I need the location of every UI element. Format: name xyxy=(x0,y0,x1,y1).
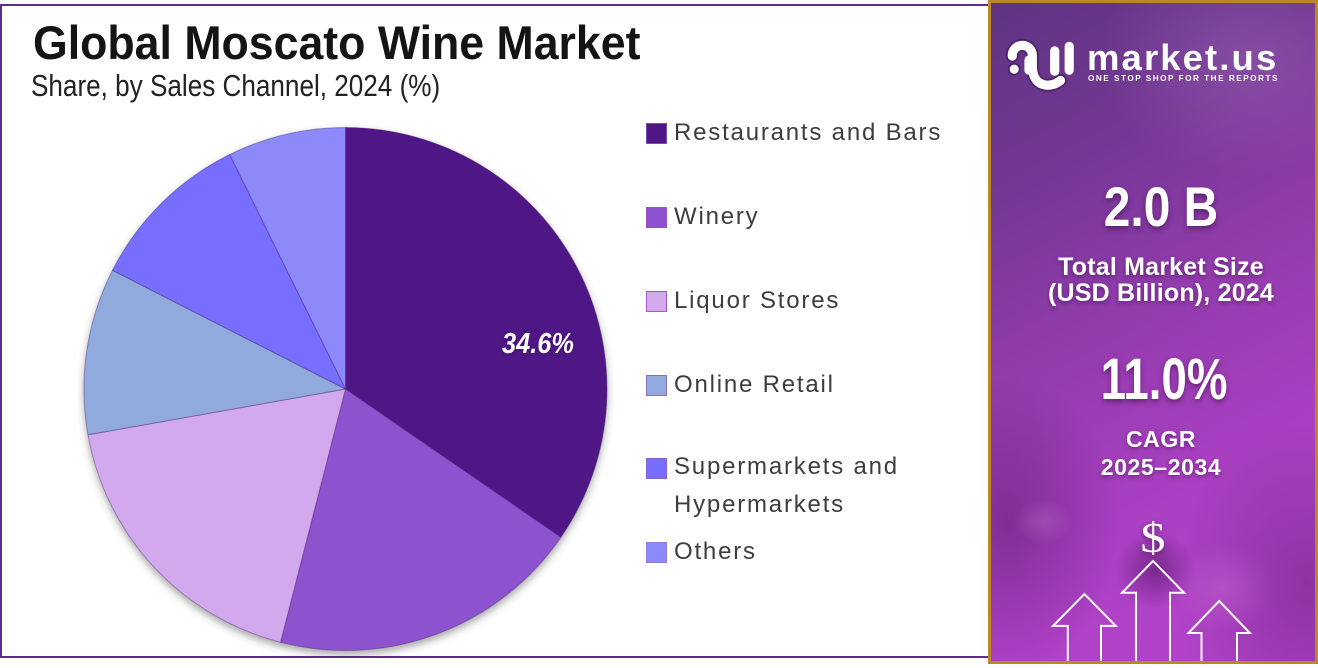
svg-text:ONE STOP SHOP FOR THE REPORTS: ONE STOP SHOP FOR THE REPORTS xyxy=(1088,74,1279,83)
svg-text:market.us: market.us xyxy=(1087,37,1278,78)
